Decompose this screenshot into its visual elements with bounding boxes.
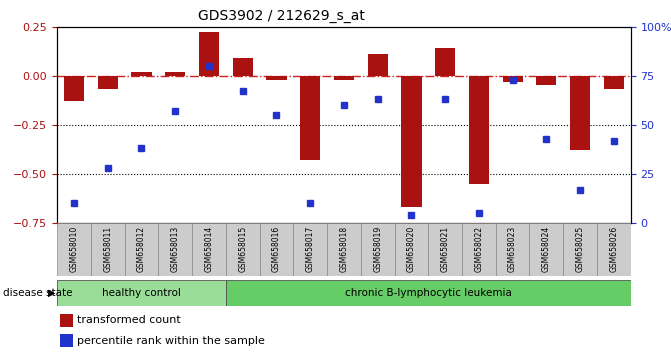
Bar [165,72,185,76]
Bar [435,48,455,76]
Text: GDS3902 / 212629_s_at: GDS3902 / 212629_s_at [199,9,365,23]
Text: transformed count: transformed count [77,315,181,325]
Bar [597,223,631,276]
Text: chronic B-lymphocytic leukemia: chronic B-lymphocytic leukemia [345,288,512,298]
Text: GSM658010: GSM658010 [69,225,79,272]
Bar [428,223,462,276]
Text: disease state: disease state [3,288,73,298]
Text: GSM658022: GSM658022 [474,225,483,272]
Bar [496,223,529,276]
Bar [233,58,253,76]
Bar [361,223,395,276]
Bar [333,76,354,80]
Bar [469,76,489,184]
Bar [57,280,225,306]
Text: GSM658012: GSM658012 [137,225,146,272]
Text: GSM658014: GSM658014 [205,225,213,272]
Bar [125,223,158,276]
Bar [91,223,125,276]
Bar [300,76,320,160]
Bar [192,223,225,276]
Bar [395,223,428,276]
Bar [327,223,361,276]
Bar [536,76,556,86]
Text: GSM658026: GSM658026 [609,225,619,272]
Bar [225,280,631,306]
Text: GSM658013: GSM658013 [170,225,180,272]
Bar [503,76,523,81]
Text: GSM658011: GSM658011 [103,225,112,272]
Bar [260,223,293,276]
Bar [132,72,152,76]
Text: percentile rank within the sample: percentile rank within the sample [77,336,265,346]
Bar [60,314,72,327]
Text: ▶: ▶ [48,288,55,298]
Bar [97,76,118,90]
Bar [158,223,192,276]
Bar [64,76,84,101]
Text: GSM658019: GSM658019 [373,225,382,272]
Text: GSM658021: GSM658021 [441,225,450,272]
Text: GSM658024: GSM658024 [542,225,551,272]
Bar [570,76,590,150]
Bar [462,223,496,276]
Text: GSM658020: GSM658020 [407,225,416,272]
Bar [529,223,563,276]
Text: GSM658015: GSM658015 [238,225,247,272]
Bar [604,76,624,90]
Text: GSM658023: GSM658023 [508,225,517,272]
Bar [225,223,260,276]
Text: healthy control: healthy control [102,288,181,298]
Text: GSM658016: GSM658016 [272,225,281,272]
Bar [401,76,421,207]
Bar [60,334,72,347]
Text: GSM658025: GSM658025 [576,225,584,272]
Bar [368,54,388,76]
Bar [293,223,327,276]
Text: GSM658018: GSM658018 [340,225,348,272]
Bar [266,76,287,80]
Bar [57,223,91,276]
Bar [199,33,219,76]
Bar [563,223,597,276]
Text: GSM658017: GSM658017 [305,225,315,272]
